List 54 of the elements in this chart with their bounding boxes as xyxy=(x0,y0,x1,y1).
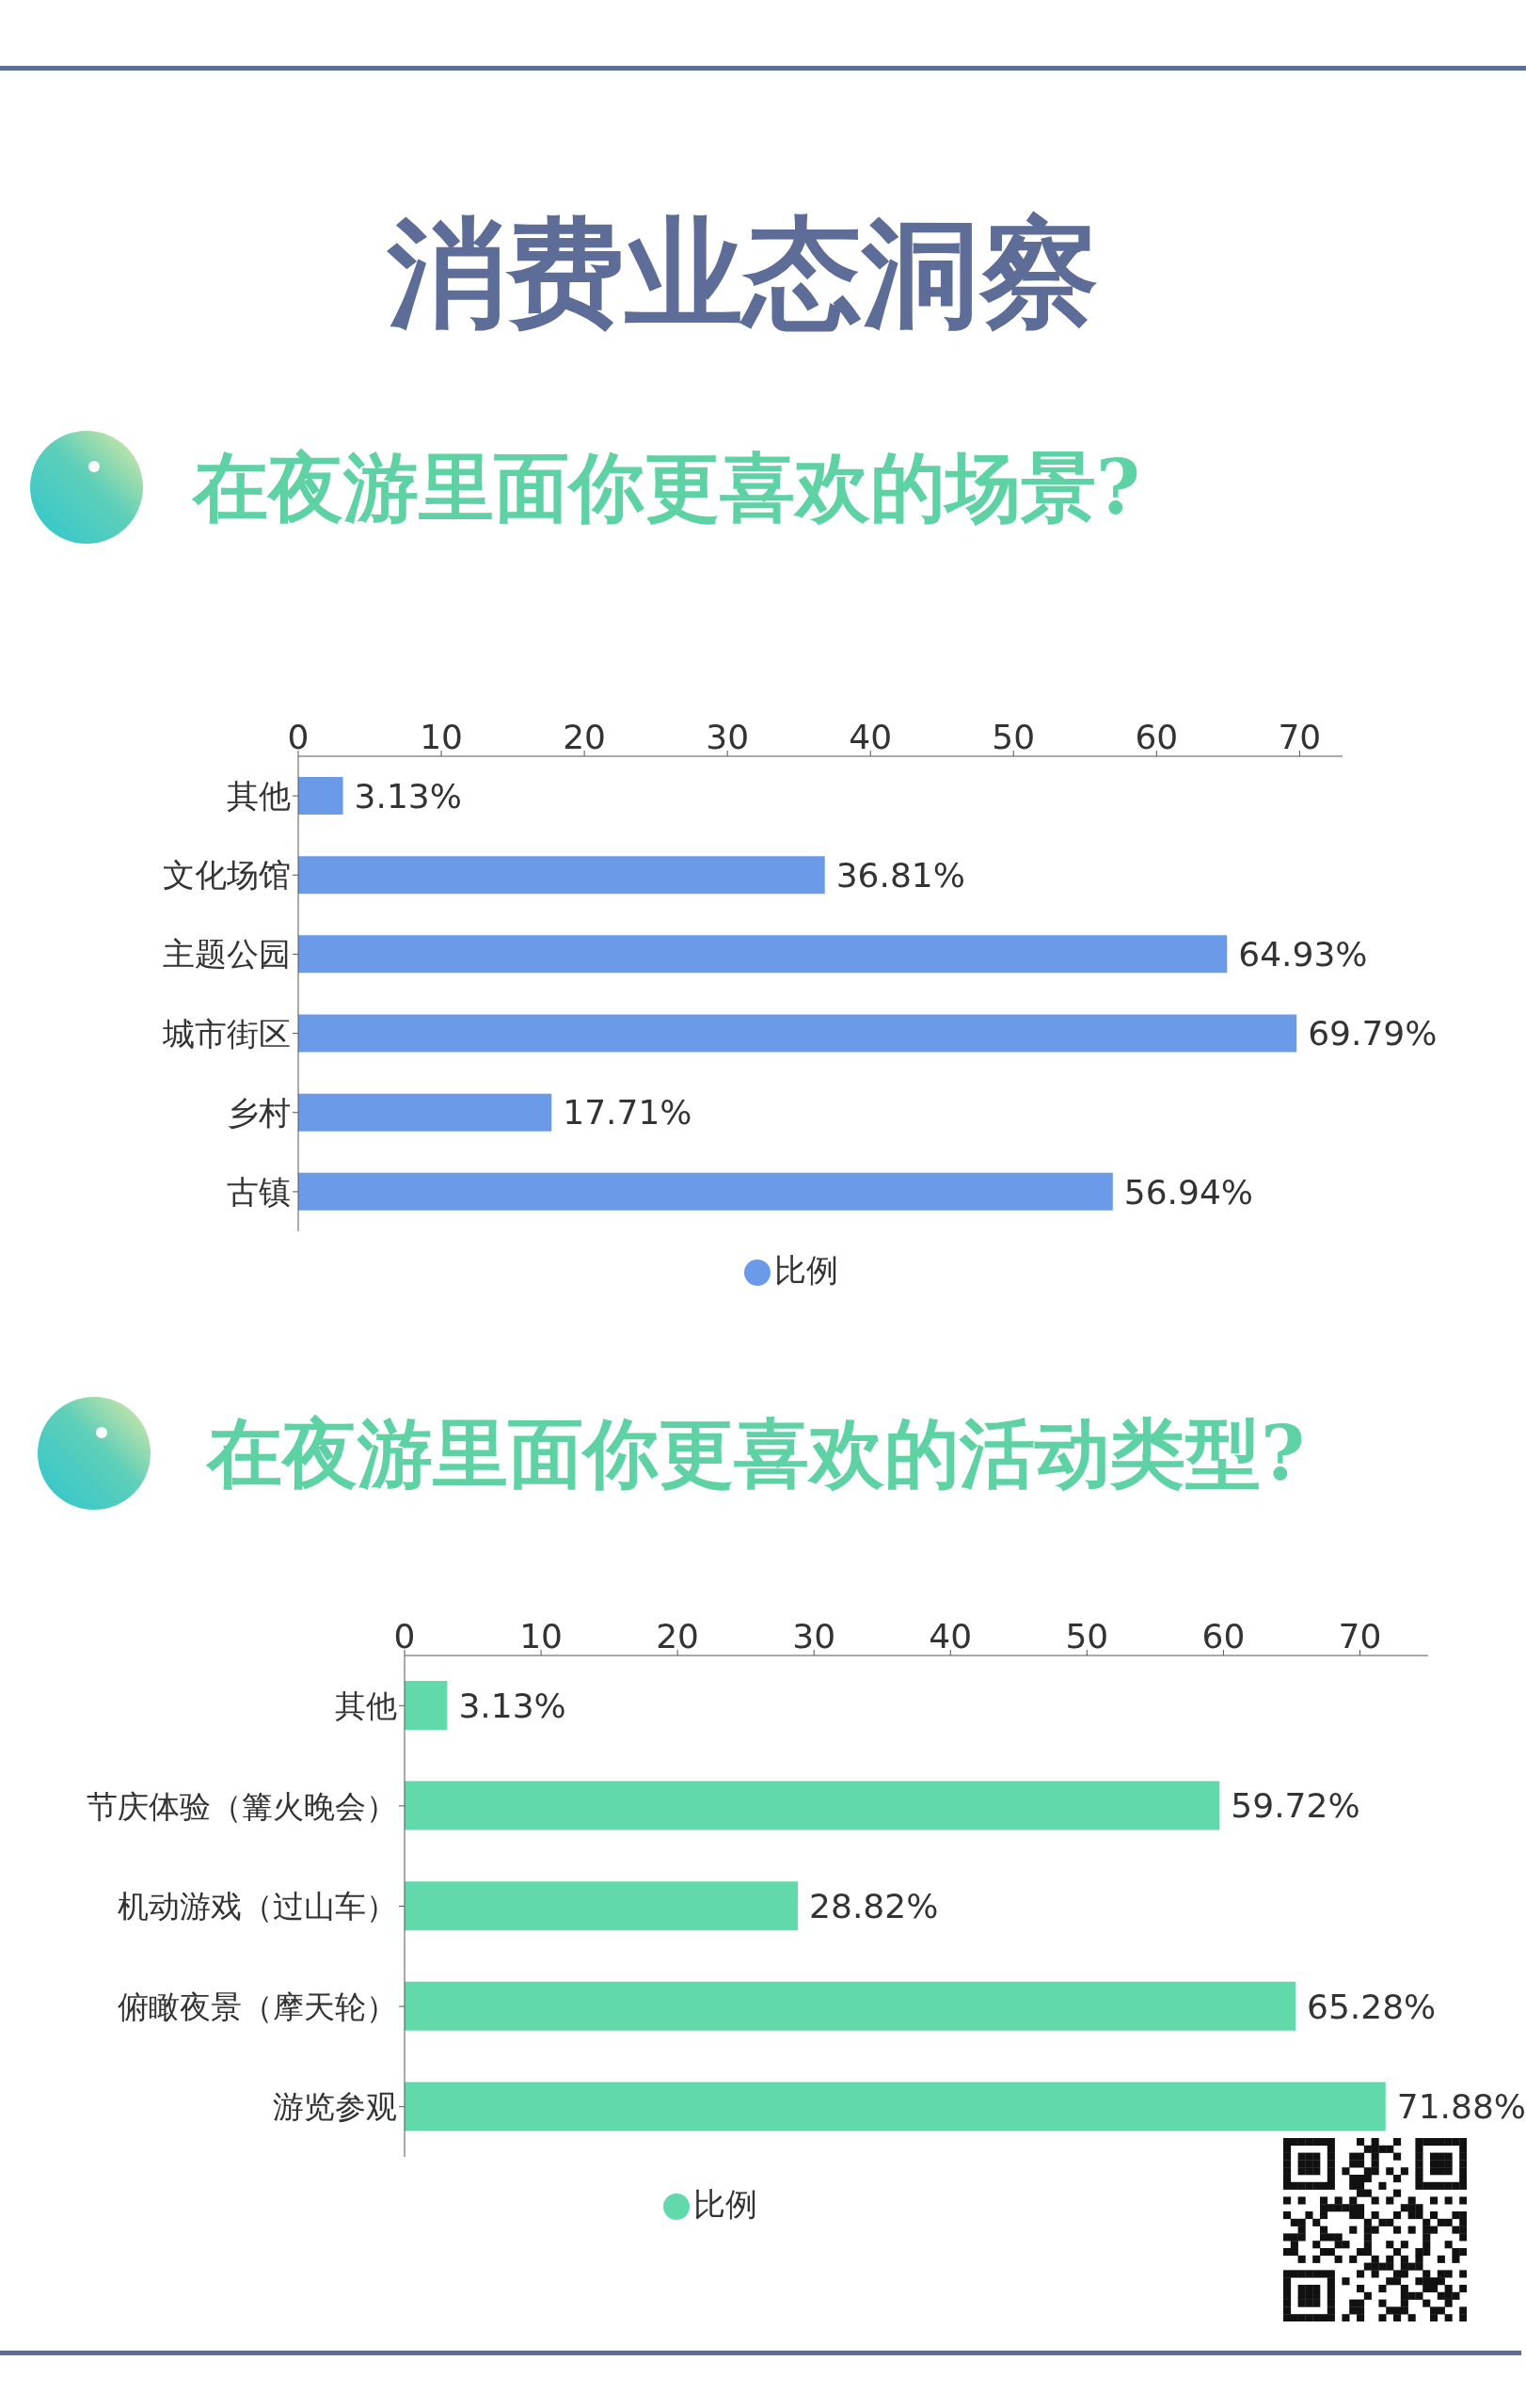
data-label: 36.81% xyxy=(835,855,965,895)
chart-title: 消费业态洞察 xyxy=(386,202,1100,343)
bar xyxy=(405,1881,799,1931)
x-tick-label: 20 xyxy=(563,718,607,756)
data-label: 64.93% xyxy=(1238,935,1368,974)
data-label: 65.28% xyxy=(1307,1987,1437,2026)
y-tick-label: 乡村 xyxy=(227,1093,291,1132)
y-tick-label: 其他 xyxy=(227,777,291,816)
x-tick-label: 40 xyxy=(849,718,893,756)
y-tick-label: 节庆体验（篝火晚会） xyxy=(87,1787,397,1825)
y-tick-label: 城市街区 xyxy=(162,1014,291,1053)
data-label: 56.94% xyxy=(1123,1172,1254,1212)
bar xyxy=(298,1093,552,1132)
legend-label: 比例 xyxy=(693,2185,757,2223)
bar xyxy=(405,2082,1386,2131)
data-label: 28.82% xyxy=(809,1886,939,1925)
chart-title: 在夜游里面你更喜欢的活动类型? xyxy=(207,1408,1305,1499)
x-tick-label: 30 xyxy=(706,718,750,756)
legend-label: 比例 xyxy=(774,1251,838,1289)
x-tick-label: 30 xyxy=(792,1617,836,1656)
bar xyxy=(405,1681,448,1730)
bar xyxy=(298,1014,1297,1053)
x-tick-label: 10 xyxy=(420,718,463,756)
data-label: 3.13% xyxy=(354,776,462,816)
bar xyxy=(298,935,1228,974)
bar xyxy=(405,1981,1296,2031)
y-tick-label: 古镇 xyxy=(227,1172,291,1211)
x-tick-label: 70 xyxy=(1278,718,1322,756)
y-tick-label: 其他 xyxy=(335,1687,397,1725)
bar xyxy=(405,1781,1220,1830)
x-tick-label: 50 xyxy=(1065,1617,1109,1656)
chart-subtitle: 在夜游里面你更喜欢的场景? xyxy=(193,442,1140,533)
x-tick-label: 70 xyxy=(1338,1617,1382,1656)
x-tick-label: 50 xyxy=(992,718,1036,756)
data-label: 3.13% xyxy=(458,1686,566,1725)
x-tick-label: 0 xyxy=(393,1617,416,1656)
y-tick-label: 机动游戏（过山车） xyxy=(118,1888,397,1925)
x-tick-label: 10 xyxy=(519,1617,563,1656)
bar xyxy=(298,777,343,815)
bar xyxy=(298,1172,1113,1211)
x-tick-label: 60 xyxy=(1201,1617,1246,1656)
y-tick-label: 俯瞰夜景（摩天轮） xyxy=(118,1988,397,2025)
y-tick-label: 主题公园 xyxy=(163,935,291,974)
x-tick-label: 40 xyxy=(929,1617,973,1656)
bar xyxy=(298,856,825,895)
y-tick-label: 游览参观 xyxy=(273,2088,397,2126)
data-label: 71.88% xyxy=(1396,2087,1526,2127)
data-label: 69.79% xyxy=(1308,1014,1438,1054)
x-tick-label: 20 xyxy=(656,1617,700,1656)
x-tick-label: 0 xyxy=(287,718,310,756)
y-tick-label: 文化场馆 xyxy=(163,856,291,895)
data-label: 59.72% xyxy=(1231,1786,1360,1826)
x-tick-label: 60 xyxy=(1135,718,1179,756)
data-label: 17.71% xyxy=(563,1093,692,1133)
